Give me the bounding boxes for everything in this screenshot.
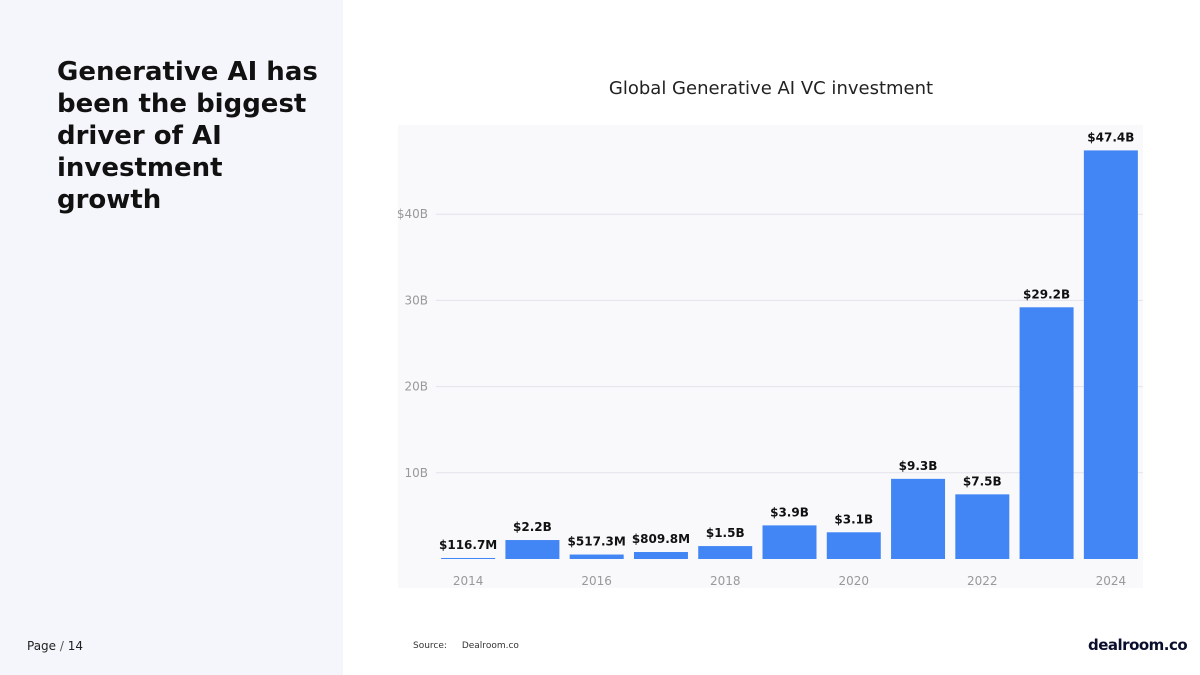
left-panel [0,0,343,675]
chart-title: Global Generative AI VC investment [608,78,934,99]
y-tick-label: 30B [404,293,428,307]
data-label: $116.7M [439,538,497,552]
page-word: Page [27,639,57,653]
y-tick-label: $40B [397,207,428,221]
data-label: $3.1B [834,512,873,526]
x-tick-label: 2024 [1096,574,1127,588]
data-label: $2.2B [513,520,552,534]
page-number: 14 [67,639,84,653]
source-label: Source: [413,641,447,651]
bar [441,557,496,559]
data-label: $47.4B [1087,130,1134,144]
dealroom-logo: dealroom.co [1088,636,1188,654]
y-tick-label: 20B [404,380,428,394]
bar [633,552,688,559]
data-label: $809.8M [632,532,690,546]
bar [505,540,560,559]
plot-area [398,125,1143,588]
source-note: Source: Dealroom.co [413,641,519,651]
bar [891,478,946,559]
x-tick-label: 2016 [581,574,612,588]
data-label: $9.3B [899,459,938,473]
x-tick-label: 2020 [838,574,869,588]
bar [826,532,881,559]
data-label: $29.2B [1023,287,1070,301]
bar [698,546,753,559]
y-tick-label: 10B [404,466,428,480]
data-label: $517.3M [568,535,626,549]
x-tick-label: 2022 [967,574,998,588]
bar [955,494,1010,559]
data-label: $7.5B [963,474,1002,488]
data-label: $3.9B [770,505,809,519]
bar [762,525,817,559]
page-indicator: Page / 14 [27,639,83,653]
bar [1083,150,1138,560]
source-value: Dealroom.co [461,641,519,651]
x-tick-label: 2018 [710,574,741,588]
x-tick-label: 2014 [453,574,484,588]
data-label: $1.5B [706,526,745,540]
slide-headline: Generative AI has been the biggest drive… [57,57,318,215]
bar [569,554,624,559]
bar [1019,307,1074,559]
page-separator: / [59,639,64,653]
